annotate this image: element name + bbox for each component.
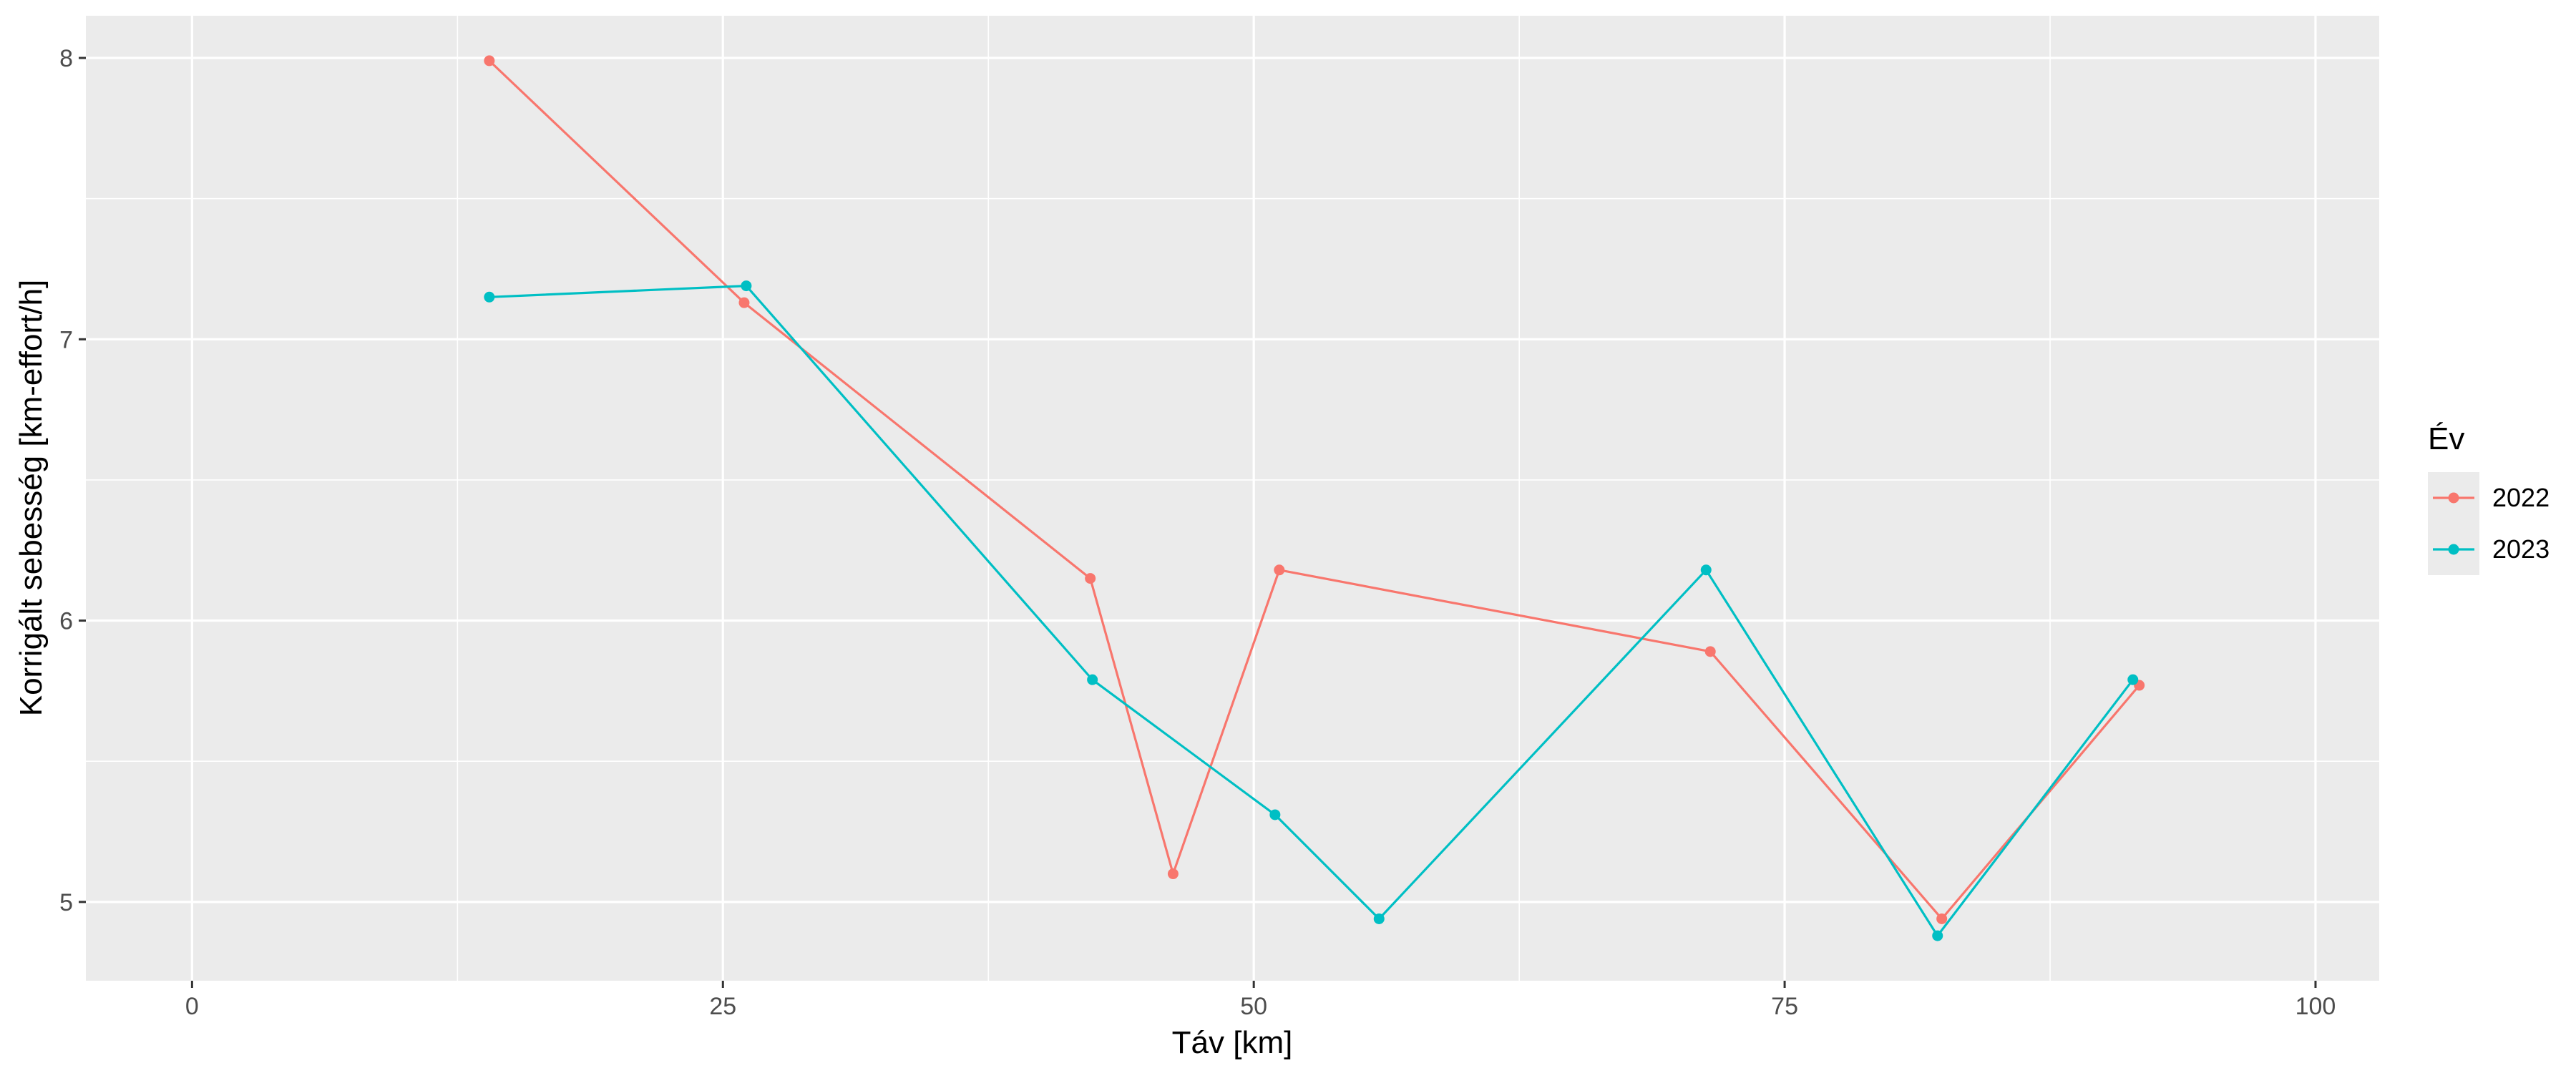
series-2023 (484, 280, 2139, 941)
y-tick-label: 5 (59, 889, 73, 916)
data-point-2023 (1087, 674, 1098, 685)
data-point-2022 (1274, 564, 1285, 576)
data-point-2023 (1700, 564, 1712, 576)
data-point-2023 (1932, 930, 1943, 941)
x-tick-label: 25 (709, 993, 736, 1020)
legend-label: 2023 (2492, 534, 2550, 564)
data-point-2023 (2127, 674, 2139, 685)
data-point-2023 (1269, 809, 1281, 820)
series-layer (484, 55, 2145, 941)
legend-item-2022: 2022 (2428, 472, 2550, 524)
data-point-2022 (1167, 868, 1179, 880)
x-tick-label: 75 (1771, 993, 1798, 1020)
data-point-2022 (1085, 573, 1096, 584)
plot-panel (86, 16, 2379, 981)
y-axis-title: Korrigált sebesség [km-effort/h] (14, 280, 49, 717)
y-tick-label: 7 (59, 326, 73, 353)
y-tick-label: 6 (59, 608, 73, 635)
x-tick-label: 100 (2296, 993, 2336, 1020)
data-point-2022 (738, 297, 750, 308)
legend-key-point (2448, 492, 2459, 504)
legend-label: 2022 (2492, 483, 2550, 512)
x-axis: 0 25 50 75 100 (185, 981, 2336, 1020)
data-point-2022 (1704, 646, 1716, 657)
legend-item-2023: 2023 (2428, 524, 2550, 575)
major-gridlines (86, 16, 2379, 981)
data-point-2022 (484, 55, 495, 67)
series-line-2023 (489, 285, 2135, 937)
x-tick-label: 50 (1240, 993, 1267, 1020)
y-tick-label: 8 (59, 45, 73, 72)
legend: Év 2022 2023 (2428, 421, 2550, 575)
x-axis-title: Táv [km] (1172, 1025, 1293, 1060)
data-point-2023 (741, 280, 752, 292)
legend-title: Év (2428, 421, 2464, 456)
y-axis: 5 6 7 8 (59, 45, 86, 916)
x-tick-label: 0 (185, 993, 199, 1020)
legend-key-point (2448, 544, 2459, 555)
data-point-2023 (1373, 913, 1385, 924)
legend-items: 2022 2023 (2428, 472, 2550, 575)
data-point-2022 (1936, 913, 1948, 924)
data-point-2023 (484, 291, 495, 303)
